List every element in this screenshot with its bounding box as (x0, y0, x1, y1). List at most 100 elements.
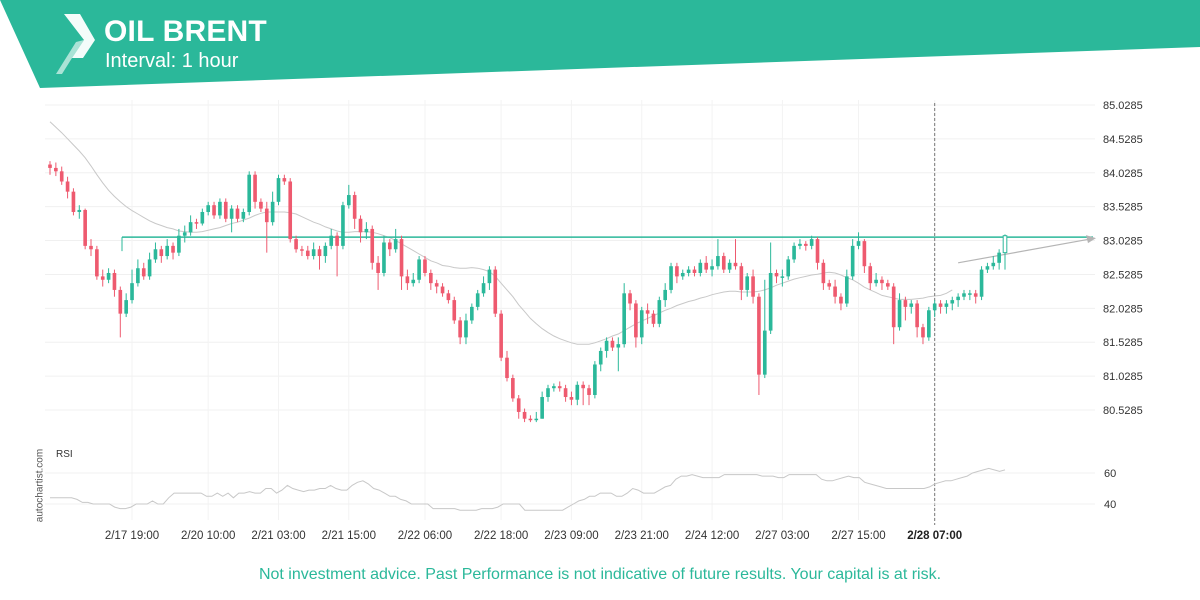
time-tick-label: 2/28 07:00 (907, 530, 962, 542)
price-tick-label: 84.5285 (1103, 134, 1143, 146)
candle-body (622, 293, 626, 345)
candle-body (950, 300, 955, 304)
candle-body (393, 239, 398, 250)
candle-body (182, 232, 187, 236)
candle-body (569, 397, 574, 400)
candle-body (206, 205, 211, 212)
candle-body (89, 245, 93, 250)
candle-body (581, 384, 585, 389)
candle-body (1002, 235, 1008, 254)
candle-body (522, 411, 527, 419)
price-tick-label: 81.5285 (1103, 337, 1143, 349)
interval-subtitle: Interval: 1 hour (105, 50, 239, 72)
candle-body (909, 303, 914, 307)
candle-body (159, 249, 164, 257)
candle-body (259, 201, 263, 209)
autochartist-watermark: autochartist.com (34, 448, 46, 523)
candle-body (253, 174, 257, 202)
candle-body (921, 327, 925, 338)
candle-body (382, 242, 386, 273)
candle-body (880, 279, 884, 284)
candle-body (223, 201, 228, 219)
candle-body (341, 205, 345, 246)
candle-body (358, 218, 363, 233)
time-tick-label: 2/24 12:00 (685, 530, 739, 542)
candle-body (704, 262, 709, 270)
candle-body (95, 249, 99, 277)
candle-body (505, 357, 509, 379)
price-tick-label: 83.0285 (1103, 236, 1143, 248)
candle-body (470, 306, 474, 321)
candle-body (376, 262, 380, 273)
projection-arrowhead (1086, 235, 1096, 244)
autochartist-logo (56, 14, 95, 74)
candle-body (417, 259, 421, 280)
time-tick-label: 2/27 03:00 (755, 530, 809, 542)
price-tick-label: 82.0285 (1103, 303, 1143, 315)
moving-average-line (49, 121, 953, 345)
candle-body (288, 181, 293, 240)
candle-body (663, 289, 668, 301)
candle-body (77, 209, 82, 212)
candle-body (891, 286, 896, 328)
candle-body (721, 256, 726, 270)
candle-body (335, 235, 339, 246)
price-tick-label: 82.5285 (1103, 269, 1143, 281)
candle-body (434, 283, 439, 287)
candle-body (762, 330, 767, 375)
candle-body (147, 259, 152, 277)
candle-body (604, 340, 609, 351)
time-tick-label: 2/17 19:00 (105, 530, 159, 542)
candle-body (54, 167, 58, 172)
candle-body (593, 364, 597, 395)
candle-body (458, 320, 462, 338)
candle-body (165, 245, 169, 257)
candle-body (821, 262, 826, 284)
candle-body (516, 398, 521, 412)
candle-body (370, 228, 375, 263)
candle-body (698, 262, 703, 273)
candle-body (247, 174, 252, 212)
candle-body (534, 418, 539, 421)
candle-body (768, 272, 773, 331)
candle-body (83, 209, 87, 246)
candle-body (628, 293, 632, 304)
projection-arrow-line (958, 238, 1091, 264)
candle-body (212, 205, 216, 216)
candle-body (616, 344, 621, 348)
candle-body (874, 279, 878, 284)
page-title: OIL BRENT (104, 15, 267, 48)
candle-body (493, 269, 498, 314)
candle-body (803, 243, 808, 246)
candle-body (528, 418, 533, 421)
candle-body (745, 276, 750, 290)
time-tick-label: 2/20 10:00 (181, 530, 235, 542)
candle-body (786, 259, 791, 277)
candle-body (294, 239, 298, 250)
candle-body (844, 276, 849, 304)
candle-body (305, 250, 310, 257)
candle-body (464, 320, 468, 338)
candle-body (557, 386, 562, 389)
candle-body (651, 313, 656, 324)
price-tick-label: 84.0285 (1103, 168, 1143, 180)
candle-body (440, 286, 445, 294)
candle-body (153, 249, 158, 260)
price-tick-label: 85.0285 (1103, 100, 1143, 112)
time-tick-label: 2/23 21:00 (615, 530, 669, 542)
candle-body (639, 310, 644, 338)
candle-body (130, 283, 134, 301)
candle-body (346, 195, 351, 206)
candle-body (669, 266, 673, 290)
candle-body (897, 300, 902, 328)
price-tick-label: 80.5285 (1103, 405, 1143, 417)
candle-body (850, 245, 855, 277)
candle-body (475, 293, 480, 307)
candle-body (177, 235, 181, 253)
candle-body (429, 272, 433, 284)
candle-body (962, 293, 966, 297)
candle-body (868, 266, 873, 284)
candle-body (886, 283, 890, 287)
candle-body (300, 249, 304, 251)
